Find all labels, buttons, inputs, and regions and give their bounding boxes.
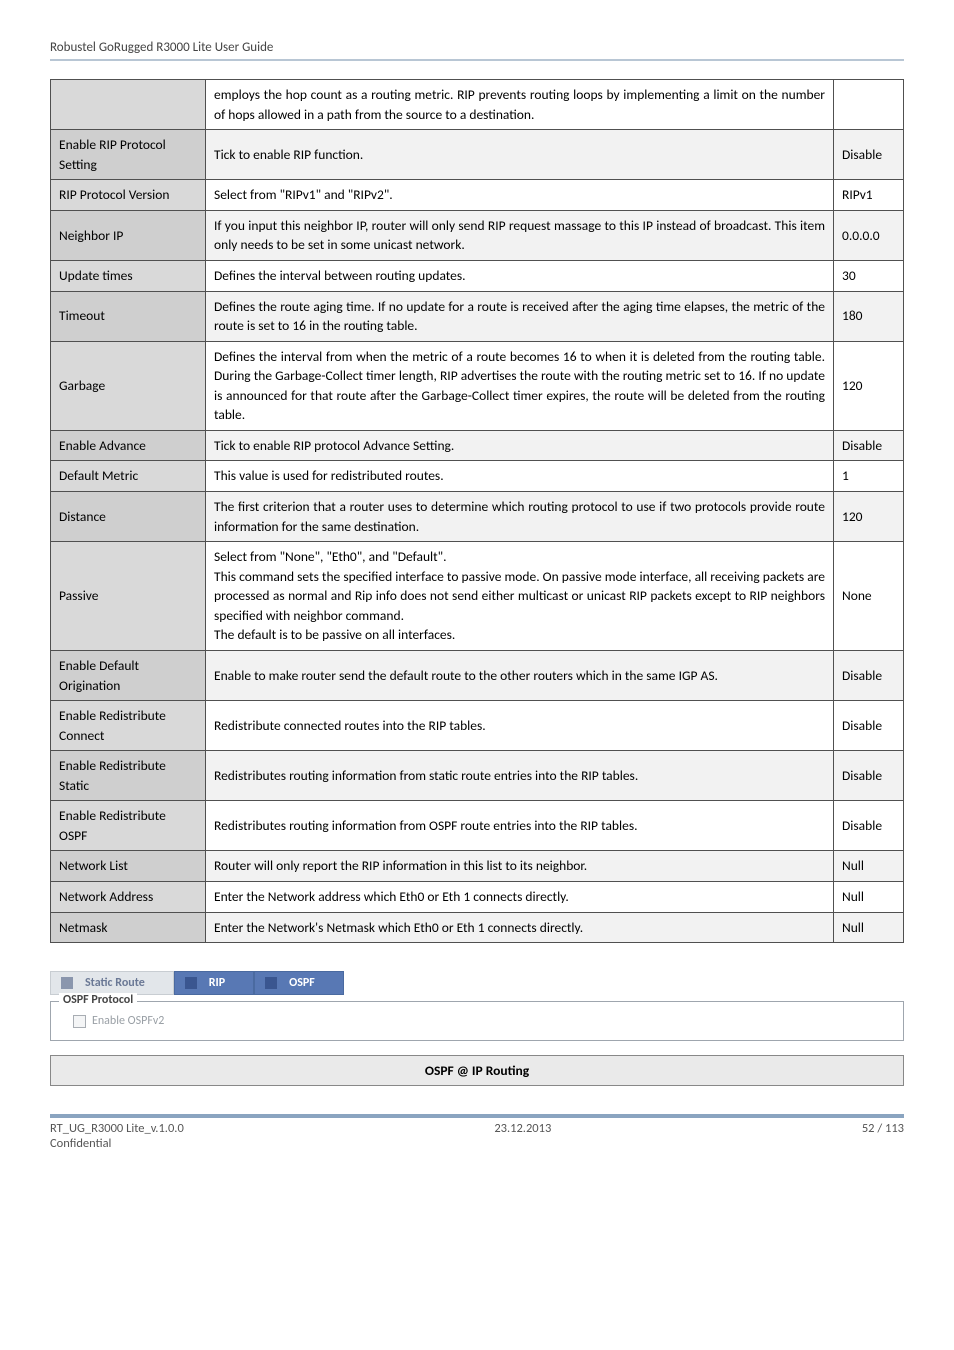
desc-cell: Enter the Network's Netmask which Eth0 o… (206, 912, 834, 943)
param-cell: Distance (51, 492, 206, 542)
table-row: RIP Protocol VersionSelect from "RIPv1" … (51, 180, 904, 211)
parameter-table: employs the hop count as a routing metri… (50, 79, 904, 943)
desc-cell: Router will only report the RIP informat… (206, 851, 834, 882)
page-footer: RT_UG_R3000 Lite_v.1.0.0 Confidential 23… (50, 1114, 904, 1151)
param-cell: Netmask (51, 912, 206, 943)
enable-ospfv2-label: Enable OSPFv2 (92, 1014, 164, 1028)
section-title: OSPF @ IP Routing (50, 1055, 904, 1086)
param-cell: Timeout (51, 291, 206, 341)
desc-cell: employs the hop count as a routing metri… (206, 80, 834, 130)
tab-ospf[interactable]: OSPF (254, 971, 344, 995)
table-row: Network AddressEnter the Network address… (51, 882, 904, 913)
param-cell: Network List (51, 851, 206, 882)
tab-icon (61, 977, 73, 989)
table-row: Network ListRouter will only report the … (51, 851, 904, 882)
default-cell: Null (834, 912, 904, 943)
desc-cell: Defines the interval between routing upd… (206, 260, 834, 291)
desc-cell: This value is used for redistributed rou… (206, 461, 834, 492)
table-row: NetmaskEnter the Network's Netmask which… (51, 912, 904, 943)
enable-ospfv2-checkbox[interactable] (73, 1015, 86, 1028)
desc-cell: Enable to make router send the default r… (206, 650, 834, 700)
default-cell: Disable (834, 130, 904, 180)
footer-date: 23.12.2013 (494, 1121, 551, 1151)
default-cell: 30 (834, 260, 904, 291)
desc-cell: Redistributes routing information from O… (206, 801, 834, 851)
param-cell: RIP Protocol Version (51, 180, 206, 211)
tabs-row: Static Route RIP OSPF (50, 971, 904, 995)
tab-icon (185, 977, 197, 989)
table-row: TimeoutDefines the route aging time. If … (51, 291, 904, 341)
table-row: Default MetricThis value is used for red… (51, 461, 904, 492)
footer-page: 52 / 113 (862, 1121, 904, 1151)
desc-cell: Redistribute connected routes into the R… (206, 701, 834, 751)
default-cell: 120 (834, 341, 904, 430)
default-cell: Disable (834, 650, 904, 700)
param-cell (51, 80, 206, 130)
param-cell: Enable RIP Protocol Setting (51, 130, 206, 180)
tab-static-route[interactable]: Static Route (50, 971, 174, 995)
page-header: Robustel GoRugged R3000 Lite User Guide (50, 40, 904, 61)
param-cell: Enable Redistribute OSPF (51, 801, 206, 851)
table-row: Enable Redistribute OSPFRedistributes ro… (51, 801, 904, 851)
desc-cell: Defines the interval from when the metri… (206, 341, 834, 430)
desc-cell: Defines the route aging time. If no upda… (206, 291, 834, 341)
table-row: Enable Redistribute StaticRedistributes … (51, 751, 904, 801)
table-row: Enable Redistribute ConnectRedistribute … (51, 701, 904, 751)
default-cell: Disable (834, 801, 904, 851)
ospf-legend: OSPF Protocol (59, 993, 137, 1007)
default-cell: Null (834, 851, 904, 882)
default-cell: Disable (834, 701, 904, 751)
param-cell: Network Address (51, 882, 206, 913)
param-cell: Default Metric (51, 461, 206, 492)
desc-cell: Tick to enable RIP function. (206, 130, 834, 180)
param-cell: Passive (51, 542, 206, 651)
desc-cell: Enter the Network address which Eth0 or … (206, 882, 834, 913)
table-row: DistanceThe first criterion that a route… (51, 492, 904, 542)
tab-label: Static Route (85, 976, 145, 990)
table-row: Neighbor IPIf you input this neighbor IP… (51, 210, 904, 260)
default-cell: Disable (834, 430, 904, 461)
table-row: GarbageDefines the interval from when th… (51, 341, 904, 430)
desc-cell: The first criterion that a router uses t… (206, 492, 834, 542)
tab-icon (265, 977, 277, 989)
tab-label: OSPF (289, 976, 315, 990)
default-cell: 180 (834, 291, 904, 341)
param-cell: Enable Advance (51, 430, 206, 461)
footer-doc: RT_UG_R3000 Lite_v.1.0.0 (50, 1121, 184, 1136)
default-cell: Null (834, 882, 904, 913)
table-row: Update timesDefines the interval between… (51, 260, 904, 291)
default-cell: RIPv1 (834, 180, 904, 211)
desc-cell: Tick to enable RIP protocol Advance Sett… (206, 430, 834, 461)
table-row: Enable RIP Protocol SettingTick to enabl… (51, 130, 904, 180)
ospf-protocol-box: OSPF Protocol Enable OSPFv2 (50, 1001, 904, 1041)
param-cell: Enable Default Origination (51, 650, 206, 700)
default-cell: 0.0.0.0 (834, 210, 904, 260)
table-row: Enable AdvanceTick to enable RIP protoco… (51, 430, 904, 461)
tab-rip[interactable]: RIP (174, 971, 254, 995)
table-row: PassiveSelect from "None", "Eth0", and "… (51, 542, 904, 651)
param-cell: Enable Redistribute Static (51, 751, 206, 801)
param-cell: Update times (51, 260, 206, 291)
default-cell: 120 (834, 492, 904, 542)
param-cell: Enable Redistribute Connect (51, 701, 206, 751)
table-row: Enable Default OriginationEnable to make… (51, 650, 904, 700)
desc-cell: If you input this neighbor IP, router wi… (206, 210, 834, 260)
default-cell: None (834, 542, 904, 651)
footer-conf: Confidential (50, 1136, 184, 1151)
default-cell: 1 (834, 461, 904, 492)
desc-cell: Select from "RIPv1" and "RIPv2". (206, 180, 834, 211)
desc-cell: Select from "None", "Eth0", and "Default… (206, 542, 834, 651)
param-cell: Neighbor IP (51, 210, 206, 260)
default-cell (834, 80, 904, 130)
default-cell: Disable (834, 751, 904, 801)
tab-label: RIP (209, 976, 225, 990)
param-cell: Garbage (51, 341, 206, 430)
table-row: employs the hop count as a routing metri… (51, 80, 904, 130)
desc-cell: Redistributes routing information from s… (206, 751, 834, 801)
